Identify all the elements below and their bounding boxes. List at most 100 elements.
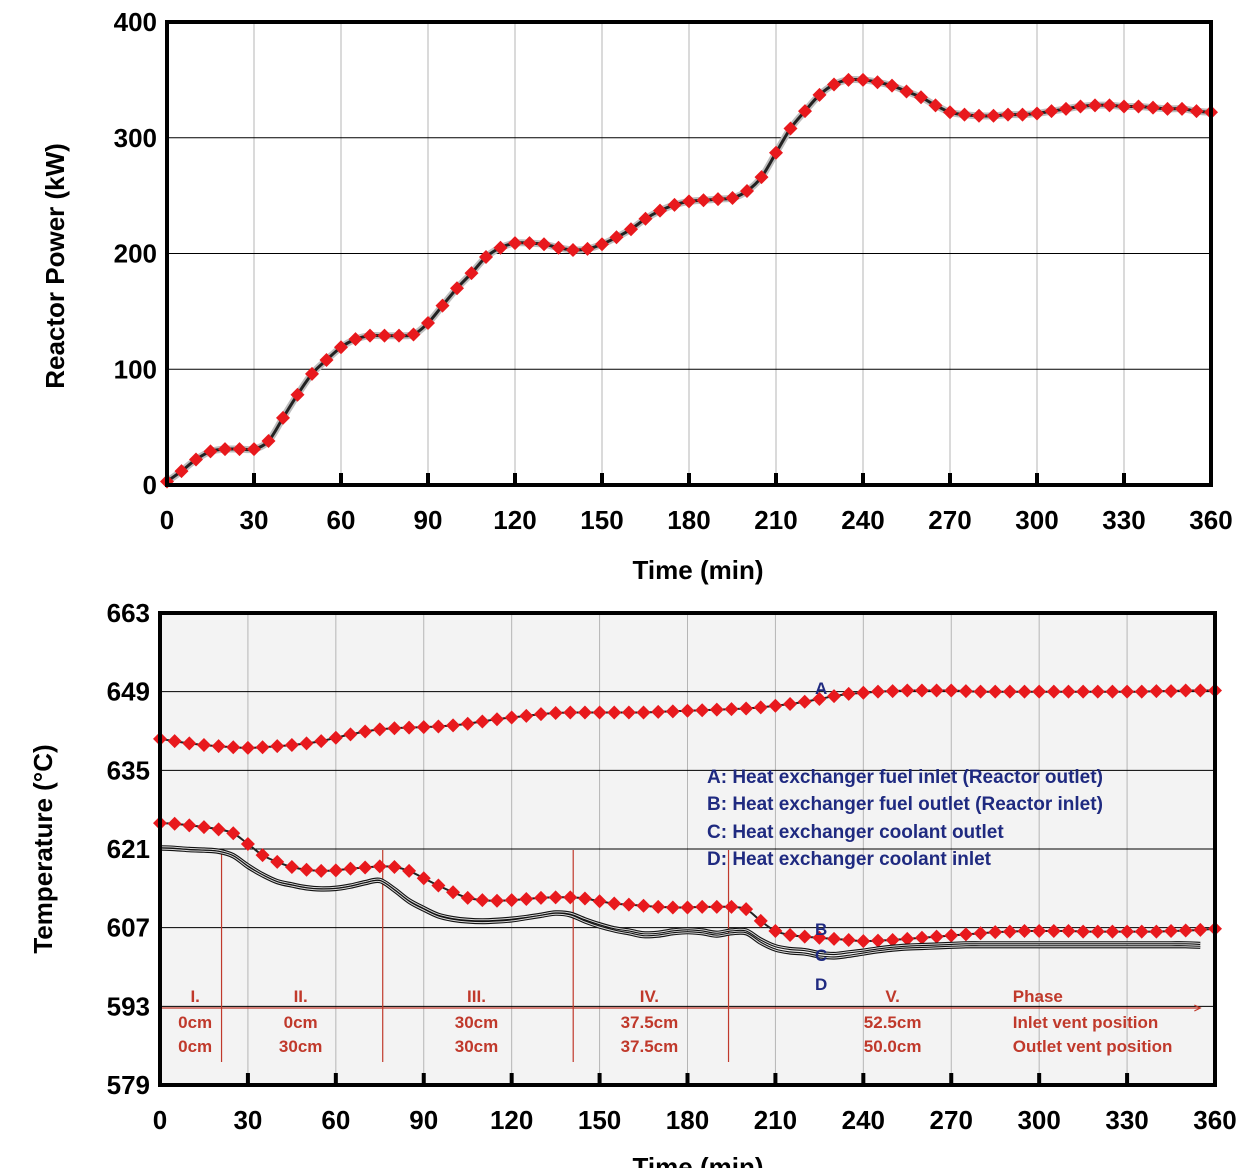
series-a-data-point — [739, 701, 754, 716]
power-data-point — [1117, 99, 1131, 114]
bottom-x-tick-label: 120 — [490, 1105, 533, 1135]
top-y-tick-label: 0 — [143, 470, 157, 500]
phase-inlet-position: 0cm — [284, 1013, 318, 1032]
power-data-point — [421, 315, 435, 330]
series-a-data-point — [1002, 684, 1017, 699]
series-a-data-point — [490, 712, 505, 727]
series-b-data-point — [504, 893, 519, 908]
phase-inlet-position: 37.5cm — [621, 1013, 679, 1032]
power-data-point — [435, 298, 450, 313]
bottom-x-tick-label: 270 — [930, 1105, 973, 1135]
power-data-point — [392, 328, 406, 343]
series-a-data-point — [651, 704, 666, 719]
power-data-point — [841, 72, 856, 87]
series-a-data-point — [255, 740, 270, 755]
top-ticks: 0 30 60 90 120 150 180 210 240 270 300 330 360 0 100 20… — [114, 7, 1233, 535]
series-b-data-point — [753, 913, 768, 928]
series-b-data-point — [167, 816, 182, 831]
power-data-point — [218, 442, 232, 457]
power-data-point — [638, 211, 653, 226]
bottom-x-tick-label: 360 — [1193, 1105, 1236, 1135]
series-a-data-point — [695, 703, 710, 718]
bottom-y-tick-label: 593 — [107, 991, 150, 1021]
power-data-point — [972, 108, 986, 123]
bottom-x-tick-label: 210 — [754, 1105, 797, 1135]
power-data-point — [247, 442, 261, 457]
power-data-point — [1189, 104, 1204, 119]
series-b-data-point — [1017, 924, 1032, 939]
power-data-point — [1030, 106, 1044, 121]
phase-row-label: Phase — [1013, 987, 1063, 1006]
top-x-tick-label: 240 — [841, 505, 884, 535]
series-b-data-point — [841, 933, 856, 948]
series-b-data-point — [739, 902, 754, 917]
series-b-data-point — [1032, 924, 1047, 939]
top-x-tick-label: 90 — [414, 505, 443, 535]
power-data-point — [1146, 100, 1160, 115]
series-a-data-point — [724, 702, 739, 717]
power-data-point — [493, 240, 508, 255]
series-a-data-point — [1149, 684, 1164, 699]
power-data-point — [609, 230, 624, 245]
series-a-data-point — [299, 736, 314, 751]
power-data-point — [682, 194, 696, 209]
top-x-tick-label: 0 — [160, 505, 174, 535]
series-a-data-point — [358, 724, 373, 739]
series-a-data-point — [1164, 684, 1179, 699]
series-a-data-point — [270, 739, 285, 754]
top-x-tick-label: 60 — [327, 505, 356, 535]
power-data-point — [551, 240, 566, 255]
series-a-data-point — [431, 719, 446, 734]
series-a-data-point — [196, 738, 211, 753]
power-data-point — [1131, 99, 1146, 114]
series-b-data-point — [196, 820, 211, 835]
series-a-data-point — [504, 710, 519, 725]
series-a-data-point — [680, 703, 695, 718]
power-data-point — [377, 328, 392, 343]
series-a-data-point — [475, 714, 490, 729]
series-b-data-point — [270, 854, 285, 869]
series-a-data-point — [1090, 684, 1105, 699]
power-data-point — [261, 434, 276, 449]
series-a-data-point — [226, 740, 241, 755]
power-data-point — [522, 236, 537, 251]
phase-outlet-position: 37.5cm — [621, 1037, 679, 1056]
power-data-point — [870, 75, 885, 90]
series-b-data-point — [1002, 924, 1017, 939]
series-b-data-point — [1193, 922, 1208, 937]
series-a-data-point — [1076, 684, 1091, 699]
power-data-point — [928, 98, 943, 113]
series-b-data-point — [812, 930, 827, 945]
series-b-data-point — [988, 925, 1003, 940]
phase-row-label: Inlet vent position — [1013, 1013, 1158, 1032]
phase-outlet-position: 0cm — [178, 1037, 212, 1056]
series-a-data-point — [533, 707, 548, 722]
power-data-point — [711, 192, 725, 207]
series-a-data-point — [783, 697, 798, 712]
series-a-data-point — [563, 705, 578, 720]
top-x-tick-label: 270 — [928, 505, 971, 535]
top-x-tick-label: 330 — [1102, 505, 1145, 535]
series-a-data-point — [167, 734, 182, 749]
series-b-data-point — [856, 934, 871, 949]
phase-name: III. — [467, 987, 486, 1006]
power-data-point — [754, 170, 769, 185]
series-b-data-point — [1164, 924, 1179, 939]
top-x-tick-label: 300 — [1015, 505, 1058, 535]
series-a-data-point — [416, 720, 431, 735]
top-x-tick-label: 360 — [1189, 505, 1232, 535]
series-a-data-point — [753, 700, 768, 715]
power-data-point — [189, 452, 203, 467]
bottom-y-tick-label: 663 — [107, 598, 150, 628]
series-b-data-point — [284, 859, 299, 874]
phase-name: IV. — [640, 987, 659, 1006]
series-a-data-point — [1046, 684, 1061, 699]
series-b-data-point — [533, 890, 548, 905]
series-a-data-point — [958, 684, 973, 699]
power-data-point — [479, 249, 493, 264]
power-data-point — [406, 327, 421, 342]
power-data-point — [232, 442, 247, 457]
bottom-x-tick-label: 150 — [578, 1105, 621, 1135]
series-a-data-point — [314, 734, 329, 749]
series-b-data-point — [358, 860, 373, 875]
